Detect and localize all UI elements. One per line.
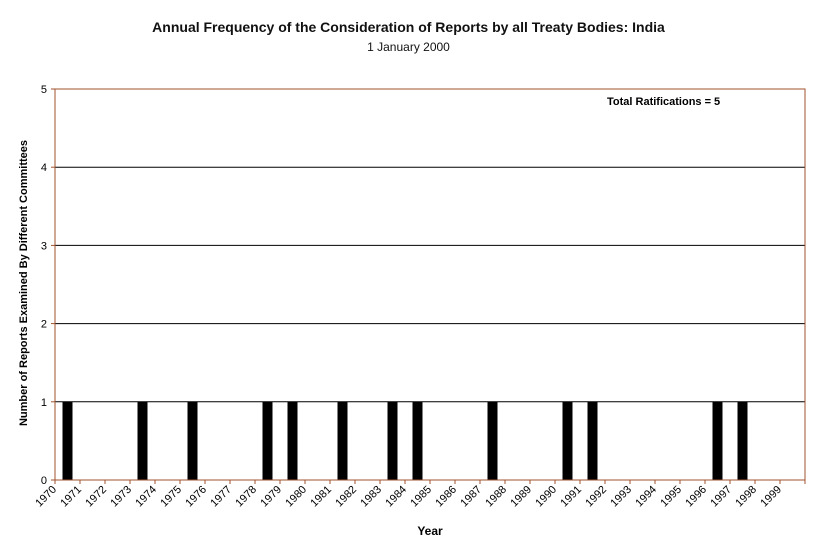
x-tick-label: 1978 [233,484,259,510]
x-tick-label: 1975 [158,484,184,510]
bar-1990 [562,401,573,480]
x-tick-label: 1997 [708,484,734,510]
x-axis-label: Year [417,524,443,538]
bar-1987 [487,401,498,480]
x-tick-label: 1989 [508,484,534,510]
x-tick-label: 1983 [358,484,384,510]
x-tick-label: 1973 [108,484,134,510]
bar-1973 [137,401,148,480]
x-tick-label: 1999 [758,484,784,510]
y-tick-label: 2 [41,319,47,331]
x-tick-label: 1985 [408,484,434,510]
x-tick-label: 1996 [683,484,709,510]
x-tick-label: 1971 [58,484,84,510]
x-tick-label: 1995 [658,484,684,510]
y-tick-label: 4 [41,162,47,174]
bar-1997 [737,401,748,480]
y-tick-label: 5 [41,84,47,96]
x-tick-label: 1992 [583,484,609,510]
bar-1991 [587,401,598,480]
x-tick-label: 1980 [283,484,309,510]
x-tick-label: 1982 [333,484,359,510]
x-tick-label: 1974 [133,484,159,510]
x-tick-label: 1994 [633,484,659,510]
x-tick-label: 1976 [183,484,209,510]
bar-1970 [62,401,73,480]
x-tick-label: 1977 [208,484,234,510]
bar-1984 [412,401,423,480]
bar-1979 [287,401,298,480]
x-tick-label: 1981 [308,484,334,510]
x-tick-label: 1970 [33,484,59,510]
x-tick-label: 1991 [558,484,584,510]
plot-frame [54,88,806,481]
x-tick-label: 1979 [258,484,284,510]
total-ratifications-annotation: Total Ratifications = 5 [607,96,721,108]
x-tick-label: 1998 [733,484,759,510]
bar-1975 [187,401,198,480]
bar-1983 [387,401,398,480]
x-tick-label: 1972 [83,484,109,510]
x-tick-label: 1988 [483,484,509,510]
y-tick-label: 0 [41,475,47,487]
bar-1978 [262,401,273,480]
x-tick-label: 1984 [383,484,409,510]
x-tick-label: 1993 [608,484,634,510]
chart-subtitle: 1 January 2000 [367,40,450,54]
x-tick-label: 1986 [433,484,459,510]
chart-title: Annual Frequency of the Consideration of… [152,19,665,35]
bar-1981 [337,401,348,480]
y-tick-label: 3 [41,240,47,252]
bar-1996 [712,401,723,480]
x-tick-label: 1987 [458,484,484,510]
y-tick-label: 1 [41,397,47,409]
x-tick-label: 1990 [533,484,559,510]
